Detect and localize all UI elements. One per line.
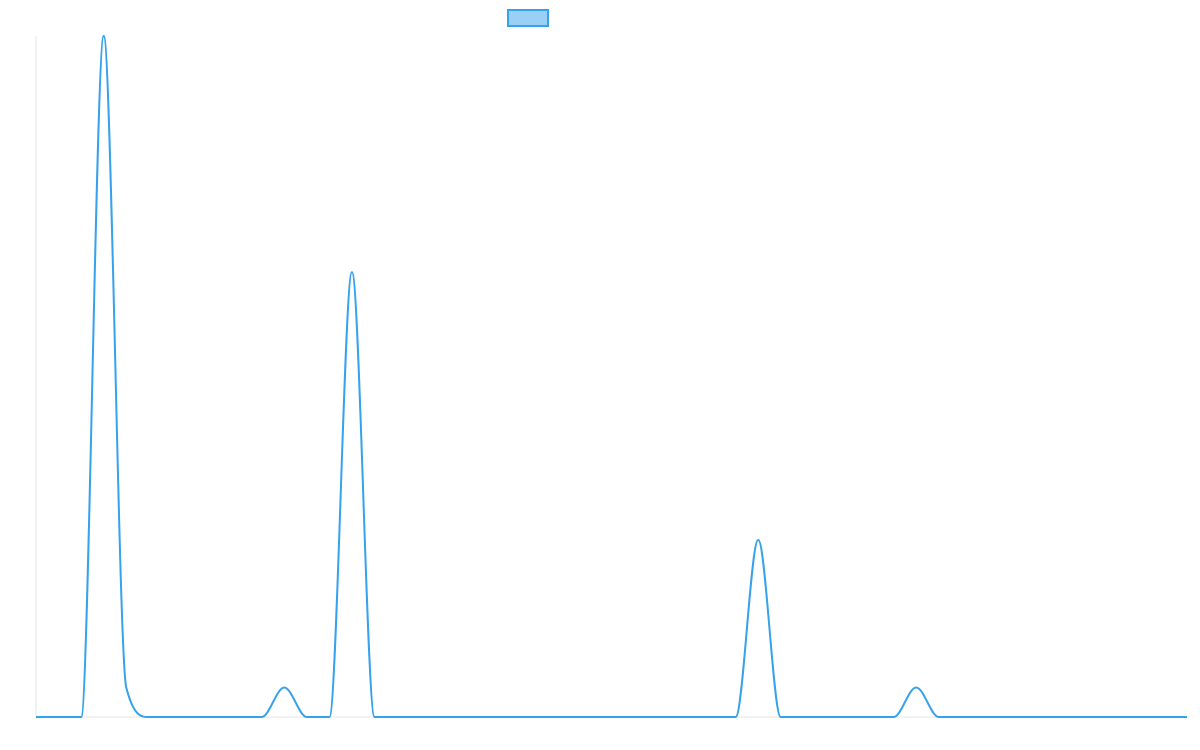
series-line-0 [35, 35, 1187, 719]
data-point-25[interactable] [597, 714, 603, 720]
data-point-3[interactable] [101, 33, 107, 39]
data-point-6[interactable] [168, 714, 174, 720]
data-point-17[interactable] [417, 714, 423, 720]
legend[interactable] [507, 9, 549, 27]
data-point-50[interactable] [1161, 714, 1167, 720]
data-point-49[interactable] [1139, 714, 1145, 720]
data-point-26[interactable] [620, 714, 626, 720]
data-point-39[interactable] [913, 684, 919, 690]
legend-swatch[interactable] [507, 9, 549, 27]
data-point-0[interactable] [33, 714, 39, 720]
data-point-38[interactable] [891, 714, 897, 720]
data-point-42[interactable] [981, 714, 987, 720]
data-point-7[interactable] [191, 714, 197, 720]
data-point-20[interactable] [484, 714, 490, 720]
data-point-5[interactable] [146, 714, 152, 720]
data-point-45[interactable] [1049, 714, 1055, 720]
data-point-41[interactable] [958, 714, 964, 720]
data-point-4[interactable] [123, 684, 129, 690]
data-point-2[interactable] [78, 714, 84, 720]
data-point-46[interactable] [1071, 714, 1077, 720]
data-point-36[interactable] [845, 714, 851, 720]
data-point-35[interactable] [823, 714, 829, 720]
data-point-11[interactable] [281, 684, 287, 690]
data-point-24[interactable] [575, 714, 581, 720]
data-point-22[interactable] [530, 714, 536, 720]
data-point-14[interactable] [349, 269, 355, 275]
data-point-28[interactable] [665, 714, 671, 720]
data-point-37[interactable] [868, 714, 874, 720]
data-point-43[interactable] [1003, 714, 1009, 720]
data-point-31[interactable] [733, 714, 739, 720]
data-point-18[interactable] [439, 714, 445, 720]
data-point-10[interactable] [259, 714, 265, 720]
data-point-27[interactable] [642, 714, 648, 720]
data-point-48[interactable] [1116, 714, 1122, 720]
data-point-51[interactable] [1184, 714, 1190, 720]
data-point-13[interactable] [326, 714, 332, 720]
data-point-32[interactable] [755, 537, 761, 543]
data-point-16[interactable] [394, 714, 400, 720]
data-point-34[interactable] [800, 714, 806, 720]
data-point-1[interactable] [56, 714, 62, 720]
data-point-12[interactable] [304, 714, 310, 720]
data-point-47[interactable] [1094, 714, 1100, 720]
data-point-23[interactable] [552, 714, 558, 720]
data-point-21[interactable] [507, 714, 513, 720]
data-point-30[interactable] [710, 714, 716, 720]
data-point-8[interactable] [214, 714, 220, 720]
series-group [33, 33, 1190, 720]
data-point-40[interactable] [936, 714, 942, 720]
data-point-9[interactable] [236, 714, 242, 720]
data-point-19[interactable] [462, 714, 468, 720]
data-point-29[interactable] [687, 714, 693, 720]
data-point-44[interactable] [1026, 714, 1032, 720]
data-point-15[interactable] [372, 714, 378, 720]
data-point-33[interactable] [778, 714, 784, 720]
